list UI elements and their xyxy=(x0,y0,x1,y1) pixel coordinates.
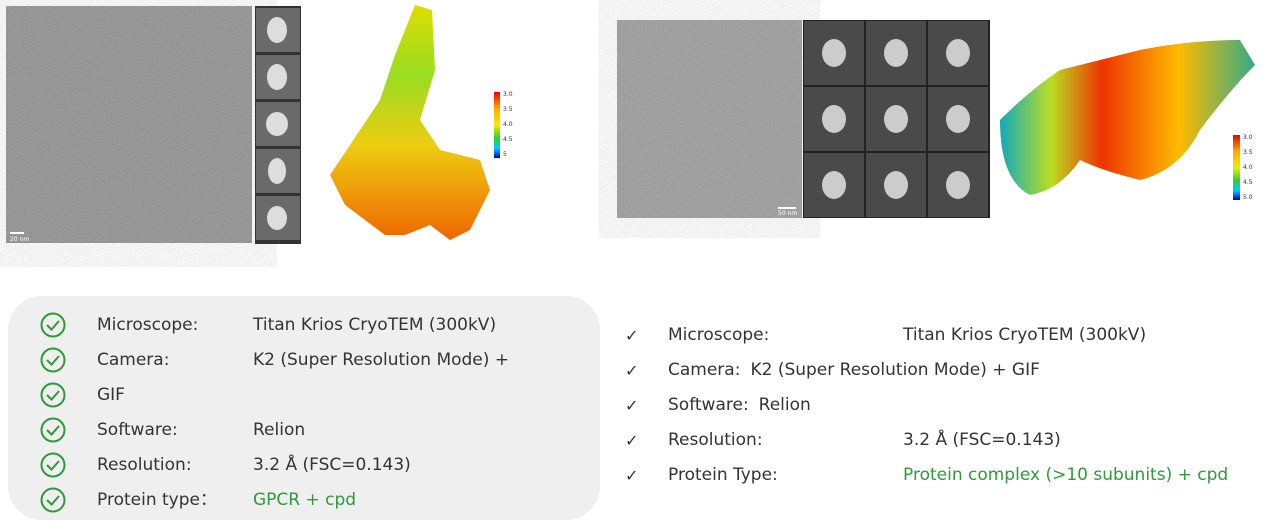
spec-row: Protein type： GPCR + cpd xyxy=(97,483,537,518)
scale-label: 50 nm xyxy=(778,210,797,217)
check-circle xyxy=(40,487,66,513)
spec-label: Microscope: xyxy=(668,325,770,345)
check-mark xyxy=(46,320,60,331)
check-mark: ✓ xyxy=(625,326,639,345)
colorbar-label: 4.5 xyxy=(503,136,513,143)
spec-label: Resolution: xyxy=(97,455,192,475)
check-mark xyxy=(46,425,60,436)
spec-value: Relion xyxy=(758,395,811,415)
check-icon xyxy=(40,452,66,478)
spec-label: Software: xyxy=(97,420,178,440)
colorbar-label: 4.5 xyxy=(1243,179,1253,186)
colorbar-label: 3.5 xyxy=(1243,149,1253,156)
colorbar-label: 3.0 xyxy=(1243,134,1253,141)
spec-label: Microscope: xyxy=(97,315,199,335)
check-mark: ✓ xyxy=(625,361,639,380)
check-icon xyxy=(40,487,66,513)
spec-row: Protein Type: xyxy=(668,465,778,485)
check-mark xyxy=(46,390,60,401)
spec-row: Resolution: 3.2 Å (FSC=0.143) xyxy=(97,448,537,483)
check-mark xyxy=(46,355,60,366)
check-mark xyxy=(46,495,60,506)
spec-label: Protein Type: xyxy=(668,465,778,485)
particle xyxy=(822,105,846,133)
particle xyxy=(884,171,908,199)
particle xyxy=(946,171,970,199)
check-circle xyxy=(40,452,66,478)
spec-value: 3.2 Å (FSC=0.143) xyxy=(253,455,411,475)
check-icon xyxy=(40,382,66,408)
colorbar-label: 4.0 xyxy=(503,121,513,128)
spec-row: Camera: K2 (Super Resolution Mode) + GIF xyxy=(97,343,537,413)
density-map xyxy=(330,5,490,240)
colorbar-label: 5 xyxy=(503,151,507,158)
particle xyxy=(884,39,908,67)
micrograph-noise xyxy=(617,20,802,218)
colorbar xyxy=(494,92,500,158)
spec-row: Software: Relion xyxy=(668,395,811,415)
particle xyxy=(822,39,846,67)
spec-value: Relion xyxy=(253,420,306,440)
scale-label: 20 nm xyxy=(10,236,29,243)
spec-label: Resolution: xyxy=(668,430,763,450)
check-mark: ✓ xyxy=(625,396,639,415)
check-mark: ✓ xyxy=(625,466,639,485)
colorbar xyxy=(1233,135,1240,200)
spec-value: K2 (Super Resolution Mode) + GIF xyxy=(750,360,1040,380)
check-mark xyxy=(46,460,60,471)
check-circle xyxy=(40,347,66,373)
colorbar-label: 4.0 xyxy=(1243,164,1253,171)
spec-row: Microscope: Titan Krios CryoTEM (300kV) xyxy=(97,308,537,343)
check-icon xyxy=(40,347,66,373)
density-map xyxy=(1000,40,1255,195)
particle xyxy=(884,105,908,133)
spec-value: Titan Krios CryoTEM (300kV) xyxy=(903,325,1147,345)
check-icon xyxy=(40,417,66,443)
spec-label: Camera: xyxy=(97,350,170,370)
spec-label: Camera: xyxy=(668,360,741,380)
check-mark: ✓ xyxy=(625,431,639,450)
spec-row: Resolution: xyxy=(668,430,763,450)
spec-label: Software: xyxy=(668,395,749,415)
spec-value: Protein complex (>10 subunits) + cpd xyxy=(903,465,1229,485)
spec-value: 3.2 Å (FSC=0.143) xyxy=(903,430,1061,450)
particle xyxy=(946,39,970,67)
particle xyxy=(822,171,846,199)
check-circle xyxy=(40,382,66,408)
check-icon xyxy=(40,312,66,338)
spec-label: Protein type： xyxy=(97,490,217,510)
spec-value: GPCR + cpd xyxy=(253,490,357,510)
spec-value: Titan Krios CryoTEM (300kV) xyxy=(253,315,497,335)
colorbar-label: 3.5 xyxy=(503,106,513,113)
left-spec-panel xyxy=(8,296,600,520)
spec-value: K2 (Super Resolution Mode) + GIF xyxy=(97,350,510,405)
figures: 20 nm 50 nm 3.0 3.5 4.0 4.5 5 3.0 3.5 4.0 4.5 5.0 xyxy=(6,5,1255,244)
check-circle xyxy=(40,312,66,338)
class-averages xyxy=(803,20,990,218)
spec-row: Software: Relion xyxy=(97,413,537,448)
class-averages xyxy=(255,6,301,244)
spec-row: Microscope: xyxy=(668,325,769,345)
colorbar-label: 5.0 xyxy=(1243,194,1253,201)
micrograph-noise xyxy=(6,6,252,243)
check-circle xyxy=(40,417,66,443)
particle xyxy=(946,105,970,133)
spec-row: Camera: K2 (Super Resolution Mode) + GIF xyxy=(668,360,1040,380)
colorbar-label: 3.0 xyxy=(503,91,513,98)
